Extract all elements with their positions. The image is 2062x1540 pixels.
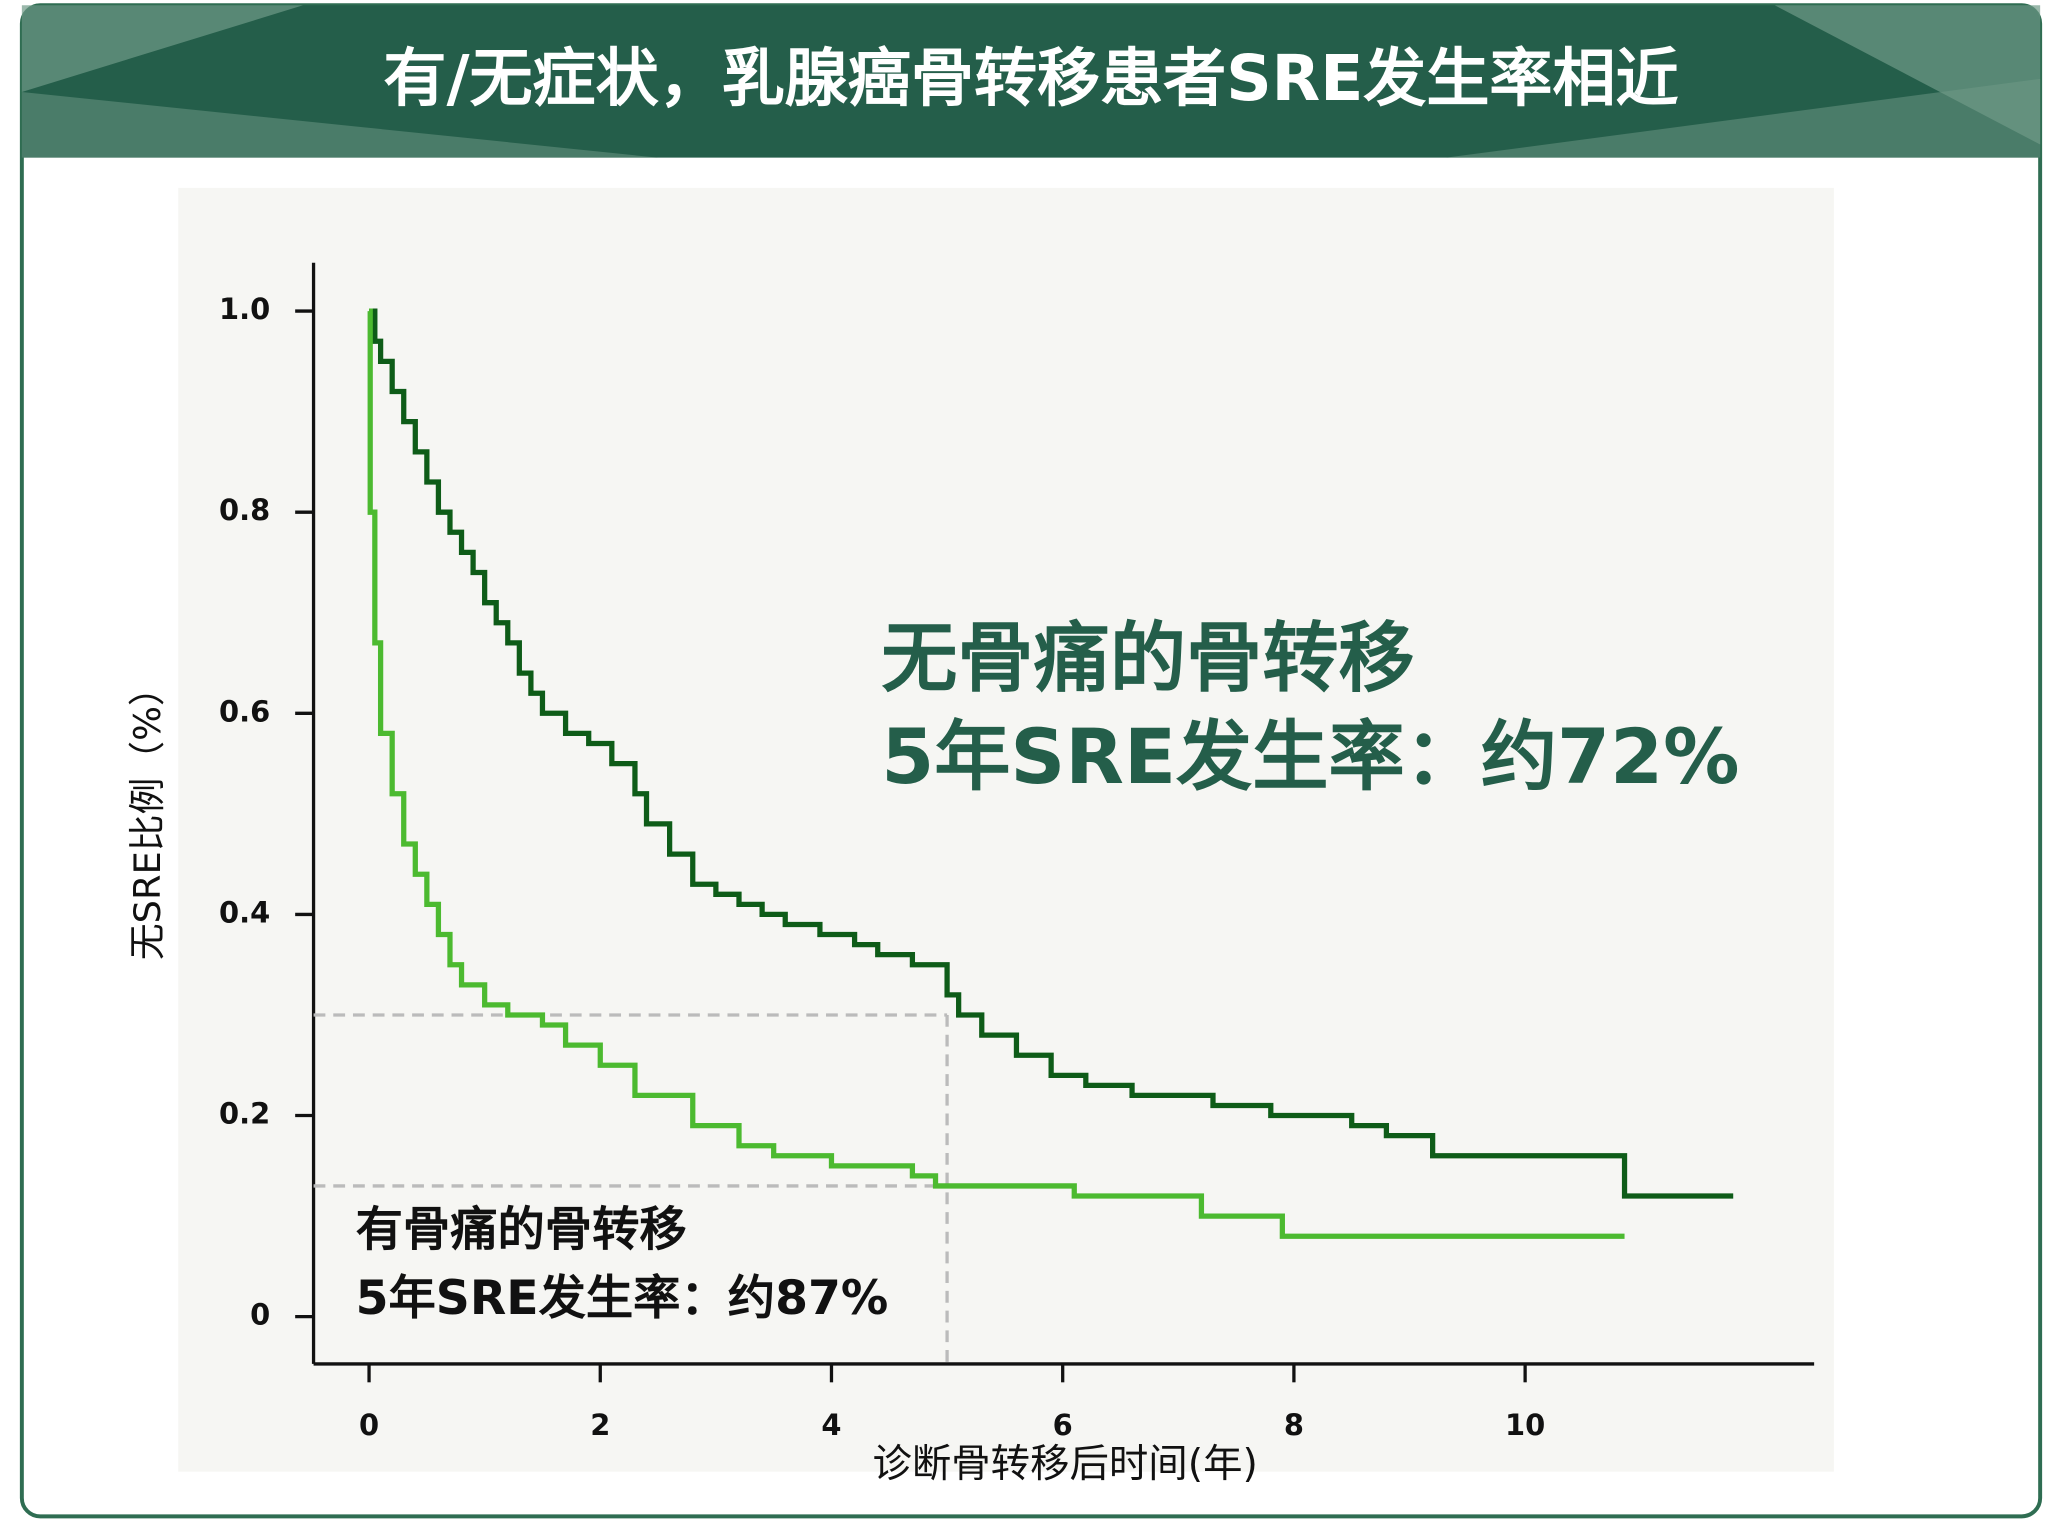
banner-deco [1446,78,2041,158]
x-tick-label: 6 [1053,1408,1073,1442]
annotation: 无骨痛的骨转移 [881,614,1414,703]
y-tick-label: 0.2 [219,1097,270,1131]
km-curve [367,308,1625,1239]
banner-deco [21,91,658,158]
plot-background [178,187,1834,1472]
x-tick-label: 4 [821,1408,841,1442]
banner [21,5,2041,158]
x-tick-label: 2 [590,1408,610,1442]
x-axis-title: 诊断骨转移后时间(年) [872,1441,1257,1487]
x-tick-label: 0 [359,1408,379,1442]
y-tick-label: 0.8 [219,493,270,527]
annotation: 5年SRE发生率：约72% [881,712,1739,801]
x-tick-label: 8 [1284,1408,1304,1442]
chart-title: 有/无症状，乳腺癌骨转移患者SRE发生率相近 [383,41,1678,115]
y-tick-label: 0.6 [219,694,270,728]
y-tick-label: 0 [250,1298,270,1332]
annotation: 有骨痛的骨转移 [356,1203,687,1258]
y-axis-title: 无SRE比例（%） [126,669,169,960]
km-curve [369,308,1734,1199]
y-tick-label: 1.0 [219,292,270,326]
y-tick-label: 0.4 [219,895,270,929]
x-tick-label: 10 [1505,1408,1545,1442]
annotation: 5年SRE发生率：约87% [356,1271,889,1326]
